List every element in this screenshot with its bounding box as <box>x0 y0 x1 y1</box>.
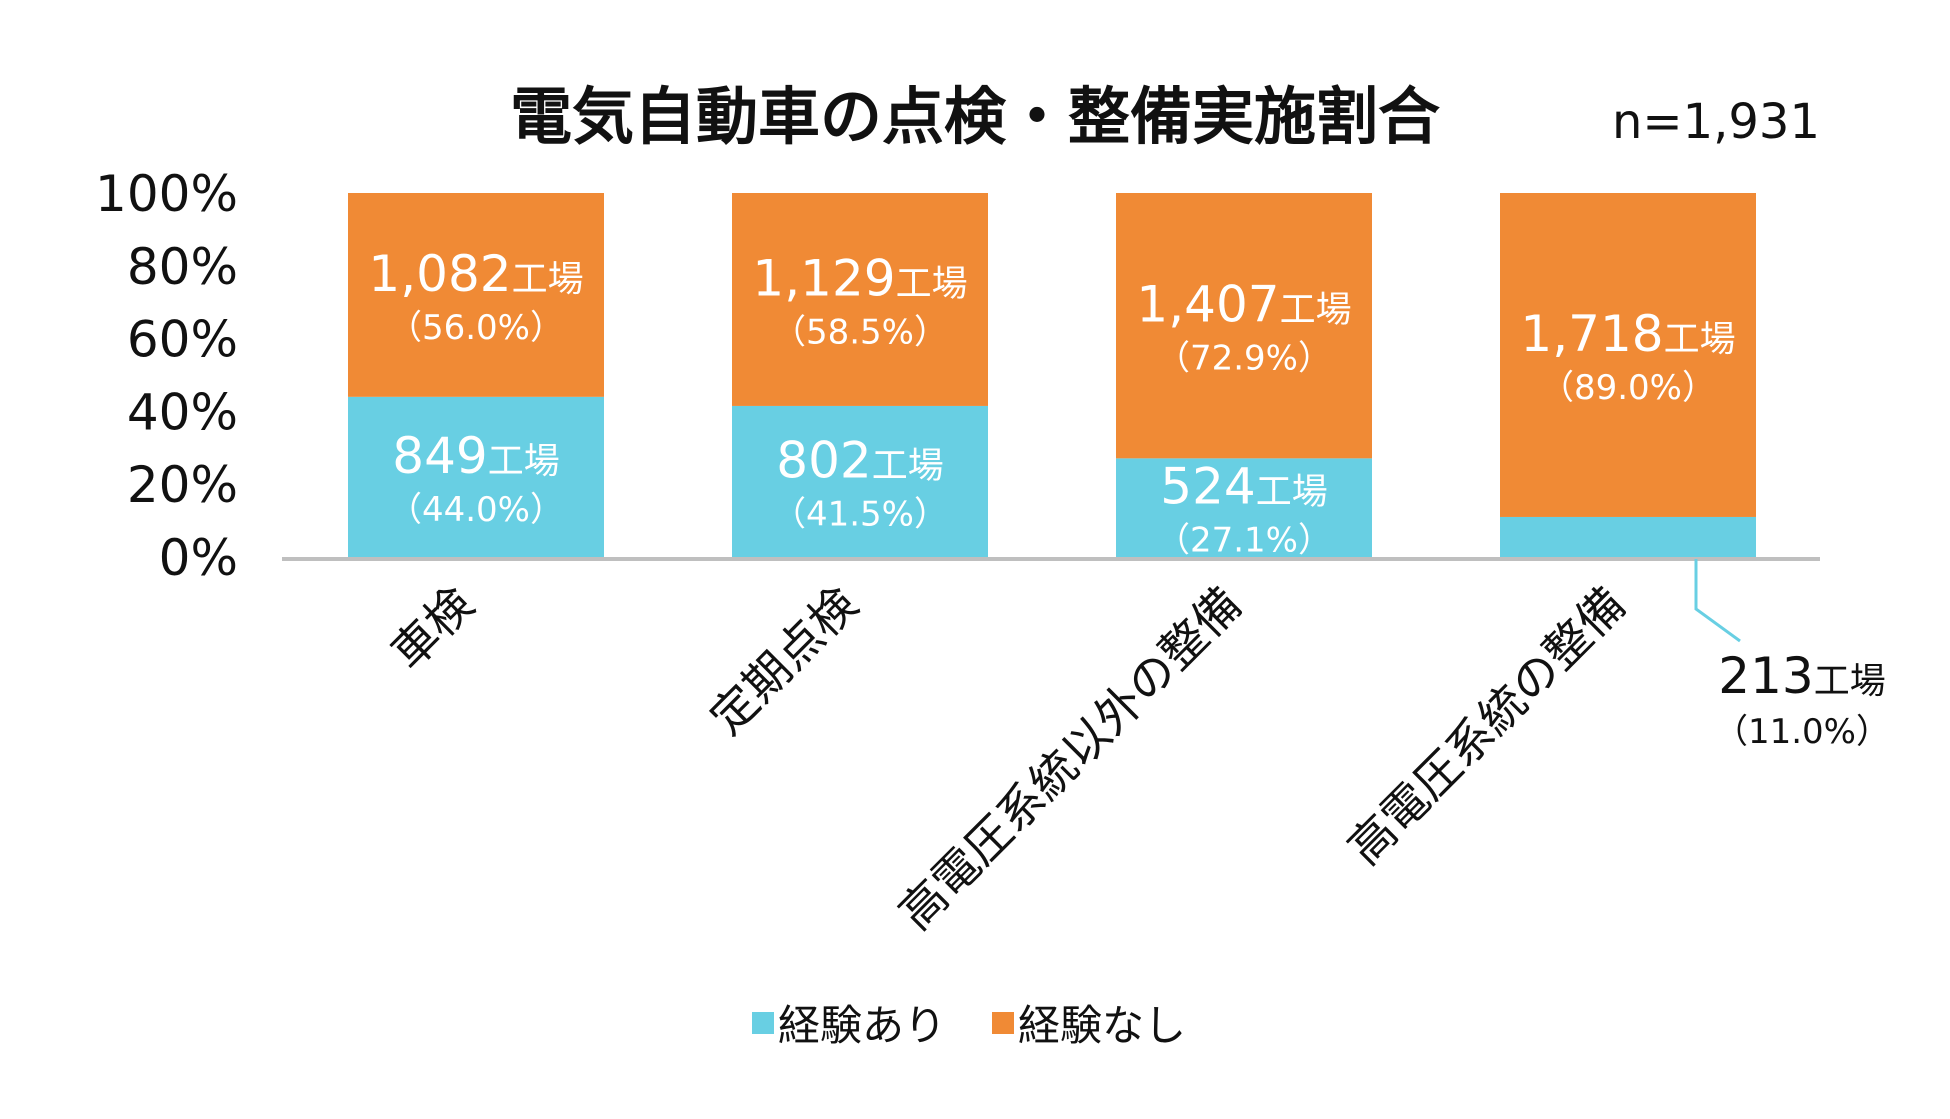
bar-segment-experienced <box>348 396 604 557</box>
bar-segment-not-experienced <box>1500 193 1756 517</box>
y-tick-label: 0% <box>159 529 238 587</box>
bar-count-label: 802工場 <box>776 431 943 489</box>
bar-count-label: 524工場 <box>1160 458 1327 516</box>
y-tick-label: 60% <box>127 311 238 369</box>
bar-segment-not-experienced <box>348 193 604 397</box>
bar-count-label: 1,129工場 <box>752 249 967 307</box>
y-axis-tick-labels: 0% 20% 40% 60% 80% 100% <box>95 165 238 587</box>
bar-count-label: 1,082工場 <box>368 245 583 303</box>
category-label: 車検 <box>381 577 484 680</box>
legend: 経験あり 経験なし <box>752 1001 1186 1050</box>
bar-percent-label: （89.0%） <box>1540 368 1716 408</box>
bar-percent-label: （44.0%） <box>388 490 564 530</box>
callout-percent-label: （11.0%） <box>1714 712 1890 752</box>
bar-segment-experienced <box>732 405 988 557</box>
bar-segment-not-experienced <box>1116 193 1372 459</box>
y-tick-label: 80% <box>127 238 238 296</box>
legend-label: 経験なし <box>1018 1001 1186 1050</box>
bar-percent-label: （58.5%） <box>772 312 948 352</box>
bar-segment-not-experienced <box>732 193 988 406</box>
category-label: 高電圧系統以外の整備 <box>888 577 1251 940</box>
sample-size-note: n=1,931 <box>1612 94 1820 150</box>
bar-count-label: 1,718工場 <box>1520 305 1735 363</box>
bar-percent-label: （72.9%） <box>1156 339 1332 379</box>
bar-percent-label: （41.5%） <box>772 494 948 534</box>
y-tick-label: 100% <box>95 165 238 223</box>
bar-count-label: 1,407工場 <box>1136 276 1351 334</box>
bar-labels-group: 1,082工場 （56.0%） 849工場 （44.0%） 1,129工場 （58.5%）… <box>368 245 1735 561</box>
legend-swatch <box>992 1012 1014 1034</box>
legend-label: 経験あり <box>778 1001 946 1050</box>
bar-percent-label: （27.1%） <box>1156 521 1332 561</box>
small-segment-callout: 213工場 （11.0%） <box>1694 559 1890 752</box>
callout-count-label: 213工場 <box>1718 647 1885 705</box>
bar-percent-label: （56.0%） <box>388 308 564 348</box>
category-label: 高電圧系統の整備 <box>1337 577 1635 875</box>
bar-segment-experienced <box>1500 516 1756 557</box>
bar-count-label: 849工場 <box>392 427 559 485</box>
chart-title: 電気自動車の点検・整備実施割合 <box>510 80 1440 153</box>
category-label: 定期点検 <box>699 577 867 745</box>
legend-swatch <box>752 1012 774 1034</box>
bar-segment-experienced <box>1116 458 1372 557</box>
category-labels: 車検 定期点検 高電圧系統以外の整備 高電圧系統の整備 <box>381 577 1636 940</box>
y-tick-label: 20% <box>127 456 238 514</box>
callout-leader-line <box>1694 559 1741 643</box>
bars-group <box>348 193 1756 557</box>
y-tick-label: 40% <box>127 383 238 441</box>
